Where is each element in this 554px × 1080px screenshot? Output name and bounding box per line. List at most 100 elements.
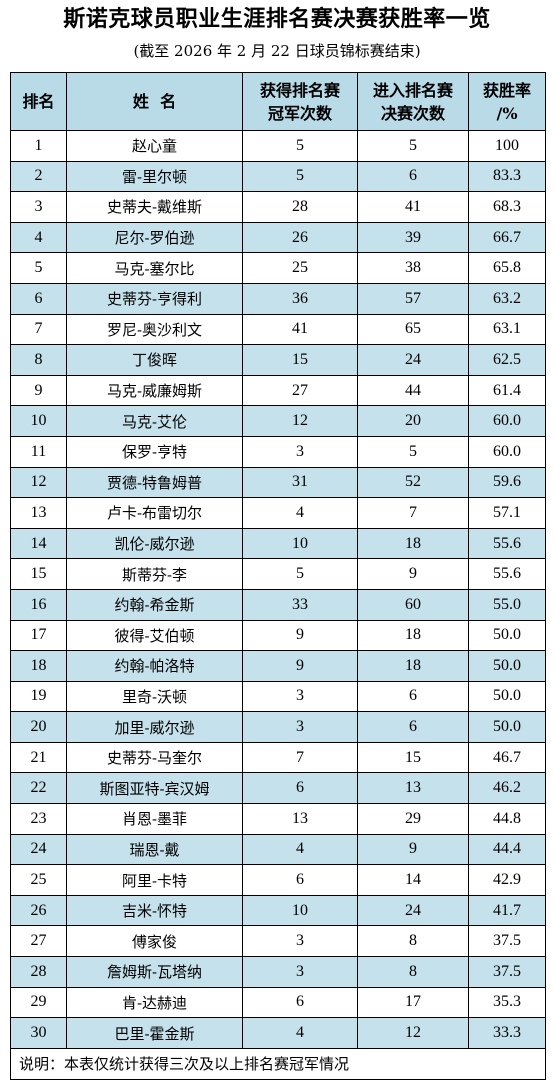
cell-name: 约翰-希金斯 bbox=[66, 588, 243, 621]
cell-rate: 60.0 bbox=[468, 435, 546, 468]
cell-rank: 17 bbox=[10, 619, 67, 652]
table-row: 16 约翰-希金斯 33 60 55.0 bbox=[10, 588, 546, 621]
cell-name: 詹姆斯-瓦塔纳 bbox=[66, 956, 243, 988]
cell-rate: 50.0 bbox=[468, 711, 546, 743]
cell-rate: 33.3 bbox=[468, 1017, 546, 1049]
ranking-table: 排名 姓 名 获得排名赛 冠军次数 进入排名赛 决赛次数 获胜率 /% 1 赵心童… bbox=[10, 72, 546, 1080]
cell-rate: 46.2 bbox=[468, 772, 546, 805]
cell-rank: 8 bbox=[10, 344, 67, 376]
header-rate: 获胜率 /% bbox=[468, 72, 546, 131]
cell-finals: 57 bbox=[357, 282, 469, 315]
cell-finals: 6 bbox=[357, 711, 469, 743]
cell-name: 尼尔-罗伯逊 bbox=[66, 221, 243, 254]
table-row: 29 肯-达赫迪 6 17 35.3 bbox=[10, 986, 546, 1019]
cell-name: 约翰-帕洛特 bbox=[66, 650, 243, 682]
header-finals-line2: 决赛次数 bbox=[380, 103, 445, 123]
cell-rank: 30 bbox=[10, 1017, 67, 1049]
table-row: 24 瑞恩-戴 4 9 44.4 bbox=[10, 833, 546, 866]
cell-name: 贾德-特鲁姆普 bbox=[66, 466, 243, 499]
cell-rank: 16 bbox=[10, 588, 67, 621]
cell-rank: 6 bbox=[10, 282, 67, 315]
cell-rank: 9 bbox=[10, 374, 67, 407]
cell-rank: 1 bbox=[10, 130, 67, 162]
table-row: 8 丁俊晖 15 24 62.5 bbox=[10, 344, 546, 376]
table-row: 2 雷-里尔顿 5 6 83.3 bbox=[10, 160, 546, 193]
cell-finals: 18 bbox=[357, 650, 469, 682]
cell-finals: 52 bbox=[357, 466, 469, 499]
table-row: 19 里奇-沃顿 3 6 50.0 bbox=[10, 680, 546, 713]
cell-rate: 65.8 bbox=[468, 252, 546, 284]
table-row: 18 约翰-帕洛特 9 18 50.0 bbox=[10, 650, 546, 682]
cell-wins: 26 bbox=[242, 221, 358, 254]
table-row: 10 马克-艾伦 12 20 60.0 bbox=[10, 405, 546, 437]
table-footer-row: 说明：本表仅统计获得三次及以上排名赛冠军情况 bbox=[10, 1047, 546, 1080]
cell-rank: 29 bbox=[10, 986, 67, 1019]
cell-finals: 39 bbox=[357, 221, 469, 254]
cell-finals: 41 bbox=[357, 191, 469, 223]
header-wins-line2: 冠军次数 bbox=[267, 103, 332, 123]
cell-rate: 60.0 bbox=[468, 405, 546, 437]
cell-wins: 6 bbox=[242, 986, 358, 1019]
cell-rate: 63.1 bbox=[468, 313, 546, 346]
cell-name: 里奇-沃顿 bbox=[66, 680, 243, 713]
cell-rank: 2 bbox=[10, 160, 67, 193]
table-row: 30 巴里-霍金斯 4 12 33.3 bbox=[10, 1017, 546, 1049]
cell-name: 史蒂夫-戴维斯 bbox=[66, 191, 243, 223]
cell-name: 吉米-怀特 bbox=[66, 894, 243, 927]
cell-finals: 20 bbox=[357, 405, 469, 437]
cell-finals: 17 bbox=[357, 986, 469, 1019]
cell-wins: 33 bbox=[242, 588, 358, 621]
table-row: 6 史蒂芬-亨得利 36 57 63.2 bbox=[10, 282, 546, 315]
cell-rank: 25 bbox=[10, 864, 67, 896]
cell-rate: 50.0 bbox=[468, 619, 546, 652]
cell-rank: 22 bbox=[10, 772, 67, 805]
cell-finals: 44 bbox=[357, 374, 469, 407]
cell-wins: 3 bbox=[242, 680, 358, 713]
cell-finals: 12 bbox=[357, 1017, 469, 1049]
cell-rank: 5 bbox=[10, 252, 67, 284]
cell-name: 瑞恩-戴 bbox=[66, 833, 243, 866]
cell-name: 傅家俊 bbox=[66, 925, 243, 958]
cell-wins: 27 bbox=[242, 374, 358, 407]
header-wins: 获得排名赛 冠军次数 bbox=[242, 72, 358, 131]
cell-finals: 9 bbox=[357, 558, 469, 590]
table-row: 20 加里-威尔逊 3 6 50.0 bbox=[10, 711, 546, 743]
cell-rate: 37.5 bbox=[468, 956, 546, 988]
cell-rate: 46.7 bbox=[468, 741, 546, 774]
cell-wins: 9 bbox=[242, 650, 358, 682]
cell-rank: 19 bbox=[10, 680, 67, 713]
table-body: 1 赵心童 5 5 100 2 雷-里尔顿 5 6 83.3 3 史蒂夫-戴维斯 28 41 68.3 4 尼尔… bbox=[10, 130, 546, 1049]
cell-name: 巴里-霍金斯 bbox=[66, 1017, 243, 1049]
cell-finals: 24 bbox=[357, 894, 469, 927]
cell-finals: 60 bbox=[357, 588, 469, 621]
cell-finals: 5 bbox=[357, 435, 469, 468]
cell-wins: 5 bbox=[242, 160, 358, 193]
cell-finals: 9 bbox=[357, 833, 469, 866]
cell-wins: 15 bbox=[242, 344, 358, 376]
cell-rate: 50.0 bbox=[468, 650, 546, 682]
cell-wins: 5 bbox=[242, 558, 358, 590]
cell-wins: 4 bbox=[242, 833, 358, 866]
cell-rank: 10 bbox=[10, 405, 67, 437]
cell-name: 雷-里尔顿 bbox=[66, 160, 243, 193]
cell-wins: 3 bbox=[242, 925, 358, 958]
cell-wins: 10 bbox=[242, 894, 358, 927]
table-row: 1 赵心童 5 5 100 bbox=[10, 130, 546, 162]
cell-wins: 10 bbox=[242, 527, 358, 560]
cell-rate: 44.8 bbox=[468, 803, 546, 835]
cell-name: 斯图亚特-宾汉姆 bbox=[66, 772, 243, 805]
cell-finals: 18 bbox=[357, 619, 469, 652]
cell-name: 赵心童 bbox=[66, 130, 243, 162]
cell-name: 丁俊晖 bbox=[66, 344, 243, 376]
cell-name: 斯蒂芬-李 bbox=[66, 558, 243, 590]
table-note: 说明：本表仅统计获得三次及以上排名赛冠军情况 bbox=[10, 1047, 546, 1080]
header-finals-line1: 进入排名赛 bbox=[372, 80, 453, 100]
table-row: 13 卢卡-布雷切尔 4 7 57.1 bbox=[10, 497, 546, 529]
cell-rate: 35.3 bbox=[468, 986, 546, 1019]
cell-wins: 41 bbox=[242, 313, 358, 346]
table-row: 4 尼尔-罗伯逊 26 39 66.7 bbox=[10, 221, 546, 254]
cell-name: 马克-威廉姆斯 bbox=[66, 374, 243, 407]
cell-rate: 83.3 bbox=[468, 160, 546, 193]
cell-rate: 41.7 bbox=[468, 894, 546, 927]
header-finals: 进入排名赛 决赛次数 bbox=[357, 72, 469, 131]
